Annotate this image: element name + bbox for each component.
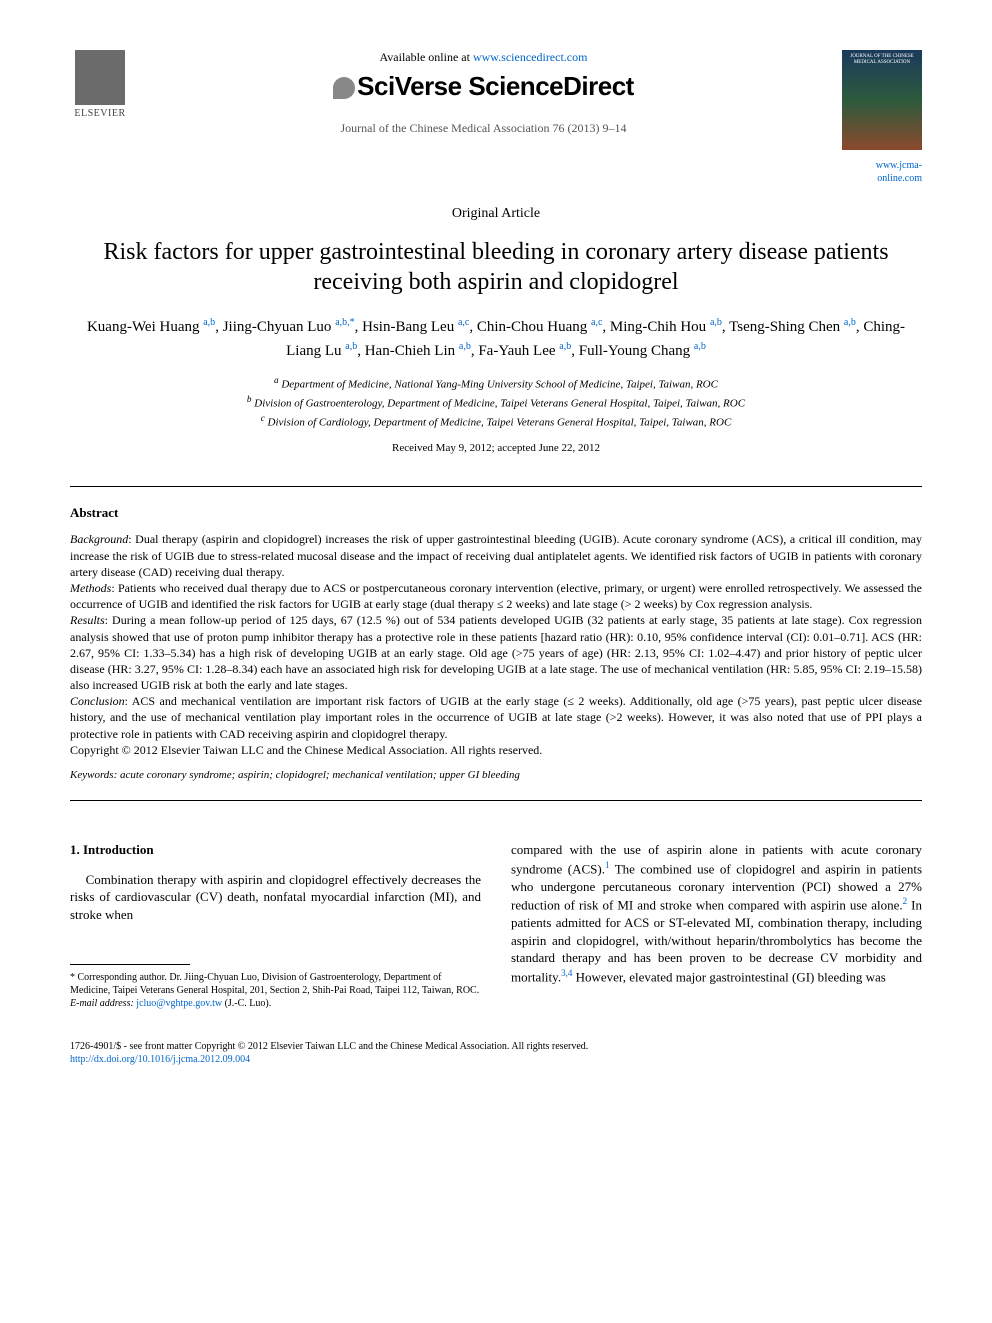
conclusion-label: Conclusion bbox=[70, 694, 125, 708]
methods-text: : Patients who received dual therapy due… bbox=[70, 581, 922, 611]
keywords-line: Keywords: acute coronary syndrome; aspir… bbox=[70, 768, 922, 782]
keywords-label: Keywords: bbox=[70, 769, 117, 781]
abstract-heading: Abstract bbox=[70, 505, 922, 522]
platform-name: SciVerse ScienceDirect bbox=[150, 70, 817, 104]
jcma-link[interactable]: www.jcma-online.com bbox=[837, 159, 922, 185]
results-label: Results bbox=[70, 613, 105, 627]
available-prefix: Available online at bbox=[380, 50, 473, 64]
keywords-text: acute coronary syndrome; aspirin; clopid… bbox=[117, 769, 520, 781]
email-footnote: E-mail address: jcluo@vghtpe.gov.tw (J.-… bbox=[70, 997, 481, 1010]
doi-link[interactable]: http://dx.doi.org/10.1016/j.jcma.2012.09… bbox=[70, 1053, 922, 1066]
results-text: : During a mean follow-up period of 125 … bbox=[70, 613, 922, 692]
elsevier-label: ELSEVIER bbox=[70, 107, 130, 120]
authors-list: Kuang-Wei Huang a,b, Jiing-Chyuan Luo a,… bbox=[70, 315, 922, 362]
right-column: compared with the use of aspirin alone i… bbox=[511, 841, 922, 1009]
journal-cover-area: www.jcma-online.com bbox=[837, 50, 922, 185]
intro-para-1: Combination therapy with aspirin and clo… bbox=[70, 871, 481, 924]
email-label: E-mail address: bbox=[70, 998, 136, 1009]
article-dates: Received May 9, 2012; accepted June 22, … bbox=[70, 441, 922, 455]
elsevier-logo: ELSEVIER bbox=[70, 50, 130, 120]
header: ELSEVIER Available online at www.science… bbox=[70, 50, 922, 185]
page-container: ELSEVIER Available online at www.science… bbox=[0, 0, 992, 1106]
corresponding-footnote: * Corresponding author. Dr. Jiing-Chyuan… bbox=[70, 971, 481, 997]
abstract-section: Abstract Background: Dual therapy (aspir… bbox=[70, 505, 922, 783]
email-suffix: (J.-C. Luo). bbox=[222, 998, 271, 1009]
affiliations: a Department of Medicine, National Yang-… bbox=[70, 374, 922, 431]
citation-3-4[interactable]: 3,4 bbox=[561, 968, 572, 978]
rule-bottom bbox=[70, 800, 922, 801]
available-online-text: Available online at www.sciencedirect.co… bbox=[150, 50, 817, 66]
journal-cover-icon bbox=[842, 50, 922, 150]
center-header: Available online at www.sciencedirect.co… bbox=[130, 50, 837, 137]
article-type: Original Article bbox=[70, 205, 922, 223]
abstract-copyright: Copyright © 2012 Elsevier Taiwan LLC and… bbox=[70, 743, 542, 757]
body-columns: 1. Introduction Combination therapy with… bbox=[70, 841, 922, 1009]
article-title: Risk factors for upper gastrointestinal … bbox=[70, 237, 922, 297]
issn-line: 1726-4901/$ - see front matter Copyright… bbox=[70, 1040, 922, 1053]
rule-top bbox=[70, 486, 922, 487]
background-label: Background bbox=[70, 532, 128, 546]
journal-citation: Journal of the Chinese Medical Associati… bbox=[150, 121, 817, 137]
methods-label: Methods bbox=[70, 581, 111, 595]
email-link[interactable]: jcluo@vghtpe.gov.tw bbox=[136, 998, 222, 1009]
swoosh-icon bbox=[333, 77, 355, 99]
affiliation-a: a Department of Medicine, National Yang-… bbox=[70, 374, 922, 393]
platform-text: SciVerse ScienceDirect bbox=[357, 71, 634, 101]
sciencedirect-link[interactable]: www.sciencedirect.com bbox=[473, 50, 588, 64]
abstract-body: Background: Dual therapy (aspirin and cl… bbox=[70, 531, 922, 758]
affiliation-b: b Division of Gastroenterology, Departme… bbox=[70, 393, 922, 412]
left-column: 1. Introduction Combination therapy with… bbox=[70, 841, 481, 1009]
footnote-rule bbox=[70, 964, 190, 965]
background-text: : Dual therapy (aspirin and clopidogrel)… bbox=[70, 532, 922, 578]
intro-para-2: compared with the use of aspirin alone i… bbox=[511, 841, 922, 985]
page-footer: 1726-4901/$ - see front matter Copyright… bbox=[70, 1040, 922, 1066]
intro-heading: 1. Introduction bbox=[70, 841, 481, 859]
elsevier-tree-icon bbox=[75, 50, 125, 105]
affiliation-c: c Division of Cardiology, Department of … bbox=[70, 412, 922, 431]
conclusion-text: : ACS and mechanical ventilation are imp… bbox=[70, 694, 922, 740]
